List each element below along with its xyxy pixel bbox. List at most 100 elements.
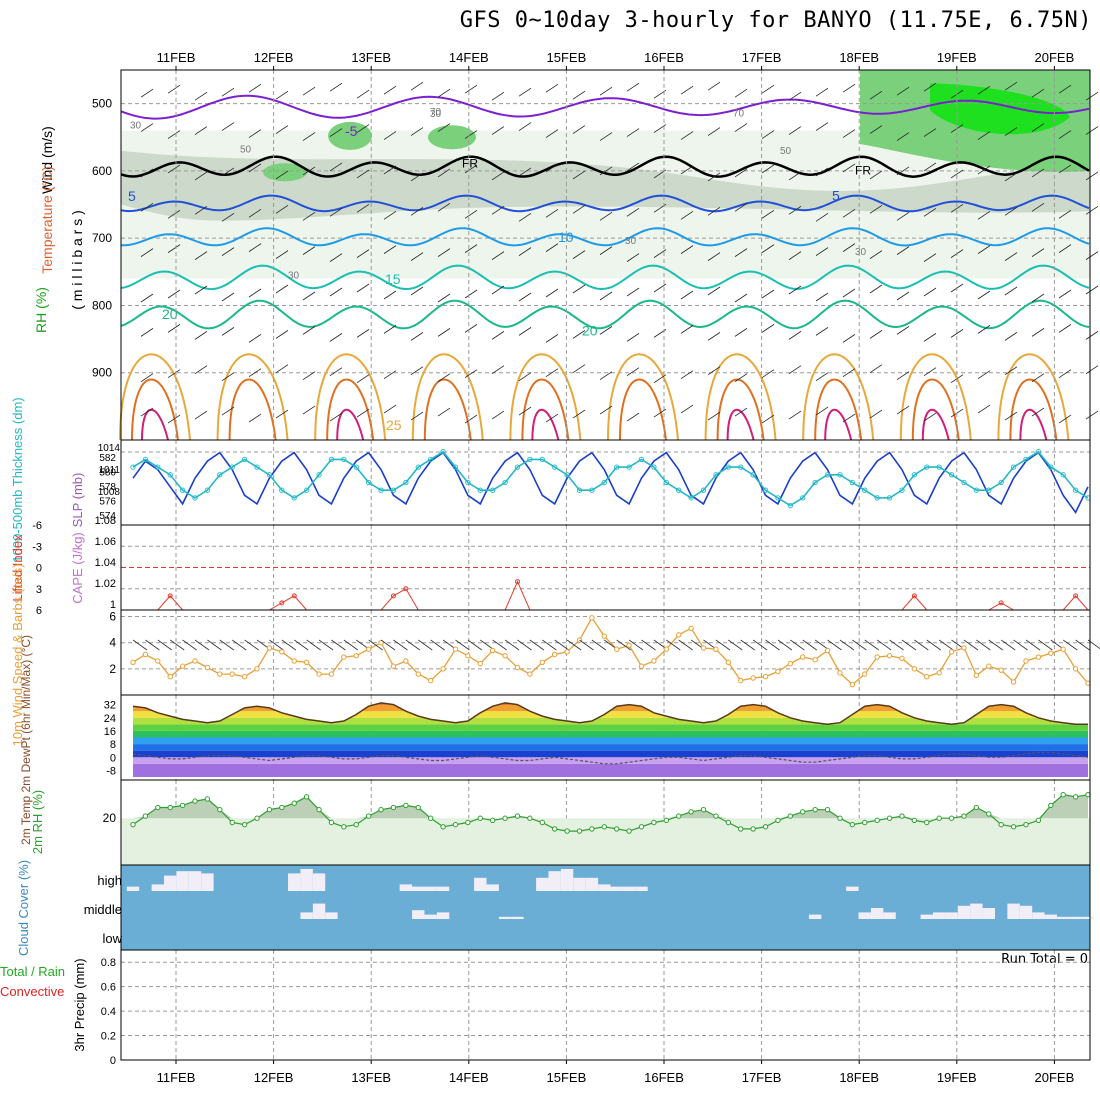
precip-ytick: 0.4	[101, 1006, 116, 1018]
rh-point	[427, 815, 434, 821]
wind-barb	[707, 81, 721, 91]
rh-point	[204, 796, 211, 802]
thickness-line-point	[365, 479, 372, 486]
rh-point	[167, 804, 173, 811]
wind-barb	[194, 91, 208, 101]
wind-barb	[545, 163, 559, 173]
cloud-middle-bar	[883, 912, 896, 919]
wind-barb	[815, 87, 829, 97]
wind-barb	[896, 132, 910, 141]
cloud-high-bar	[176, 871, 189, 891]
cloud-middle-bar	[1056, 916, 1070, 919]
wind-barb	[464, 209, 478, 219]
isotherm-25-lobe	[509, 353, 582, 441]
cloud-high-bar	[300, 869, 313, 891]
wind-barb-10m	[852, 639, 867, 651]
rh-point	[415, 804, 421, 811]
wind-barb	[977, 85, 991, 95]
wind-barb	[383, 165, 397, 175]
wind-barb	[302, 246, 316, 255]
slp-ytick: 1011	[98, 465, 120, 476]
wind-barb	[167, 324, 181, 333]
rh-label: 30	[625, 236, 637, 247]
wind-barb	[761, 84, 775, 94]
wind-barb	[734, 373, 748, 383]
wind-barb	[626, 82, 640, 92]
wind-barb	[842, 243, 856, 252]
rh-point	[291, 800, 297, 806]
precip-ytick: 0.8	[101, 957, 116, 969]
wind-barb	[140, 407, 154, 417]
wind-barb	[923, 287, 937, 297]
isotherm-5	[120, 194, 1090, 213]
wind-barb	[410, 206, 424, 216]
rh-point	[514, 813, 521, 819]
wind-barb	[1085, 410, 1099, 420]
wind-barb	[653, 249, 667, 258]
cloud-bg	[121, 865, 1090, 950]
rh-band-50	[121, 150, 1090, 221]
thickness-line-point	[812, 479, 818, 486]
cape-ylabel: CAPE (J/kg)	[70, 532, 85, 604]
wind-barb	[1058, 130, 1072, 139]
date-label-bottom: 20FEB	[1035, 1070, 1075, 1085]
wind-barb	[464, 289, 478, 299]
wind-barb-10m	[207, 639, 222, 651]
wind-barb	[302, 371, 316, 381]
wind-barb-10m	[765, 639, 780, 651]
rh-point	[365, 813, 372, 819]
wind-barb-10m	[591, 639, 607, 651]
date-label-bottom: 17FEB	[742, 1070, 782, 1085]
date-label-top: 19FEB	[937, 50, 977, 65]
cloud-high-bar	[188, 871, 202, 891]
rh-point	[477, 815, 483, 821]
rh-label: 30	[430, 109, 442, 120]
wind-barb	[572, 170, 586, 180]
thickness-line-point	[924, 464, 930, 470]
rh-point	[676, 813, 682, 819]
rh-point	[651, 819, 657, 826]
wind-barb	[221, 327, 235, 336]
wind-barb-10m	[926, 639, 941, 651]
slp-ytick: 1008	[98, 487, 121, 498]
wind-barb	[1004, 332, 1018, 341]
wind-barb-10m	[616, 639, 631, 651]
wind-barb	[248, 243, 262, 252]
wind-barb	[437, 373, 451, 383]
precip-ytick: 0.6	[101, 982, 116, 994]
rh-point	[936, 815, 942, 821]
wind-barb	[221, 372, 235, 382]
wind-speed-point	[824, 647, 831, 654]
rh-label: 30	[130, 121, 142, 132]
isotherm-30-lobe	[619, 378, 667, 441]
wind-barb	[896, 166, 910, 176]
wind-barb-10m	[641, 639, 656, 651]
wind-barb	[815, 247, 829, 256]
rh-point	[155, 804, 161, 811]
wind-barb-10m	[889, 639, 904, 651]
wind-barb	[437, 248, 451, 257]
thickness-line-point	[341, 456, 347, 463]
wind-barb	[221, 87, 235, 97]
wind-barb	[896, 246, 910, 255]
wind-barb	[545, 368, 559, 378]
rh-ytick: 20	[103, 811, 117, 825]
wind-barb-10m	[777, 639, 793, 651]
wind-speed-point	[886, 653, 893, 659]
wind-barb	[194, 410, 208, 420]
date-label-bottom: 15FEB	[547, 1070, 587, 1085]
wind-barb-10m	[876, 639, 892, 651]
wind-barb-10m	[938, 639, 954, 651]
wind-barb	[1058, 164, 1072, 174]
wind-barb	[977, 290, 991, 300]
wind-barb	[194, 251, 208, 260]
thickness-line-point	[303, 487, 310, 493]
thickness-ytick: 574	[99, 511, 116, 522]
wind-barb	[491, 285, 505, 295]
rh-point	[142, 813, 149, 819]
temp-ytick: 16	[104, 726, 116, 738]
wind-barb	[626, 128, 640, 137]
wind-barb	[464, 324, 478, 333]
wind-speed-point	[589, 615, 595, 621]
